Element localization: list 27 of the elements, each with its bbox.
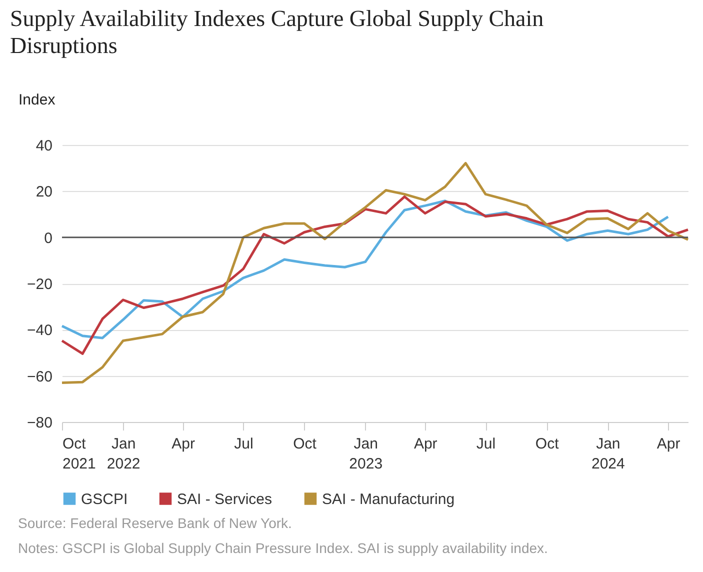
y-tick-label: −40 (27, 322, 52, 340)
x-tick-label: Jan 2023 (349, 436, 383, 472)
line-series (60, 195, 690, 355)
y-tick-label: 40 (36, 138, 52, 154)
x-tick-label: Oct (293, 436, 318, 452)
line-series (60, 162, 690, 384)
y-axis-title: Index (18, 92, 56, 108)
text: Notes: GSCPI is Global Supply Chain Pressure Index. SAI is supply availability index. (18, 539, 549, 558)
x-tick-label: Jul (476, 436, 496, 452)
x-tick-label: Apr (172, 436, 195, 452)
y-tick-label: −60 (27, 368, 52, 386)
legend-label: SAI - Services (177, 490, 272, 508)
source-note: Source: Federal Reserve Bank of New York. (18, 514, 293, 533)
y-tick-label: 20 (36, 184, 52, 201)
y-tick-label: −20 (27, 276, 52, 293)
y-tick-label: −80 (27, 414, 52, 432)
x-tick-label: Oct 2021 (62, 436, 96, 472)
x-tick-label: Apr (414, 436, 438, 452)
x-tick-label: Jul (234, 436, 254, 452)
legend-label: GSCPI (81, 490, 128, 508)
chart-title: Supply Availability Indexes Capture Global Supply Chain Disruptions (10, 6, 544, 58)
x-tick-label: Jan 2022 (106, 436, 140, 472)
legend-label: SAI - Manufacturing (322, 490, 455, 508)
x-tick-label: Jan 2024 (591, 436, 625, 472)
x-tick-label: Oct (535, 436, 560, 452)
x-tick-label: Apr (656, 436, 680, 452)
y-tick-label: 0 (44, 230, 52, 247)
